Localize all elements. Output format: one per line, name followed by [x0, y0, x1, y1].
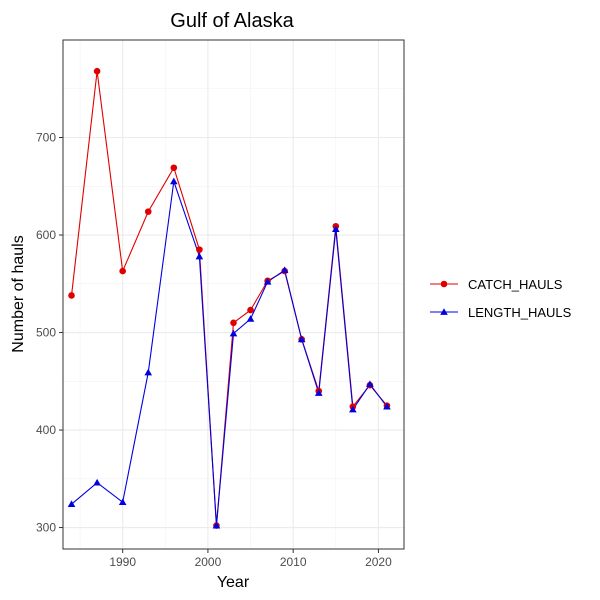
legend-swatch-marker — [440, 308, 448, 315]
catch-hauls-point — [170, 164, 178, 172]
length-hauls-point — [314, 389, 323, 396]
legend-label-catch-hauls: CATCH_HAULS — [468, 277, 563, 292]
legend-key-length-hauls — [430, 308, 458, 315]
x-tick-label: 2020 — [365, 555, 392, 569]
length-hauls-point — [332, 225, 340, 233]
length-hauls-point — [349, 405, 357, 413]
legend-key-catch-hauls — [430, 280, 458, 288]
length-hauls-point — [67, 500, 76, 507]
catch-hauls-point — [144, 208, 152, 215]
plot-border — [62, 39, 405, 550]
gridlines — [63, 40, 404, 549]
catch-hauls-point — [230, 319, 237, 327]
length-hauls-point — [246, 315, 255, 322]
catch-hauls-point — [68, 292, 75, 299]
legend-swatch-marker — [440, 280, 448, 288]
y-tick-label: 400 — [36, 423, 56, 437]
y-tick-label: 300 — [36, 521, 56, 535]
y-tick-label: 600 — [36, 228, 56, 242]
series-layer — [67, 67, 391, 529]
length-hauls-point — [195, 252, 204, 260]
catch-hauls-point — [119, 267, 126, 275]
length-hauls-point — [297, 335, 306, 343]
length-hauls-point — [263, 278, 272, 285]
catch-hauls-point — [196, 246, 203, 253]
length-hauls-point — [212, 521, 221, 529]
length-hauls-point — [383, 402, 391, 410]
y-tick-label: 500 — [36, 326, 56, 340]
axes: 1990 2000 2010 2020 300 400 500 600 700 — [36, 131, 392, 569]
length-hauls-point — [93, 478, 101, 486]
length-hauls-point — [229, 329, 238, 337]
legend: CATCH_HAULS LENGTH_HAULS — [430, 277, 572, 320]
length-hauls-point — [118, 498, 127, 506]
x-tick-label: 2000 — [195, 555, 222, 569]
chart-title: Gulf of Alaska — [170, 10, 294, 32]
catch-hauls-point — [93, 67, 101, 75]
length-hauls-point — [280, 266, 289, 273]
length-hauls-point — [144, 368, 153, 376]
length-hauls-point — [366, 380, 374, 388]
x-axis-title: Year — [217, 574, 250, 591]
x-tick-label: 2010 — [280, 555, 307, 569]
length-hauls-point — [170, 177, 178, 185]
plot-panel — [63, 40, 404, 549]
legend-label-length-hauls: LENGTH_HAULS — [468, 305, 572, 320]
x-tick-label: 1990 — [109, 555, 136, 569]
y-axis-title: Number of hauls — [10, 235, 27, 352]
catch-hauls-point — [247, 306, 254, 314]
y-tick-label: 700 — [36, 131, 56, 145]
